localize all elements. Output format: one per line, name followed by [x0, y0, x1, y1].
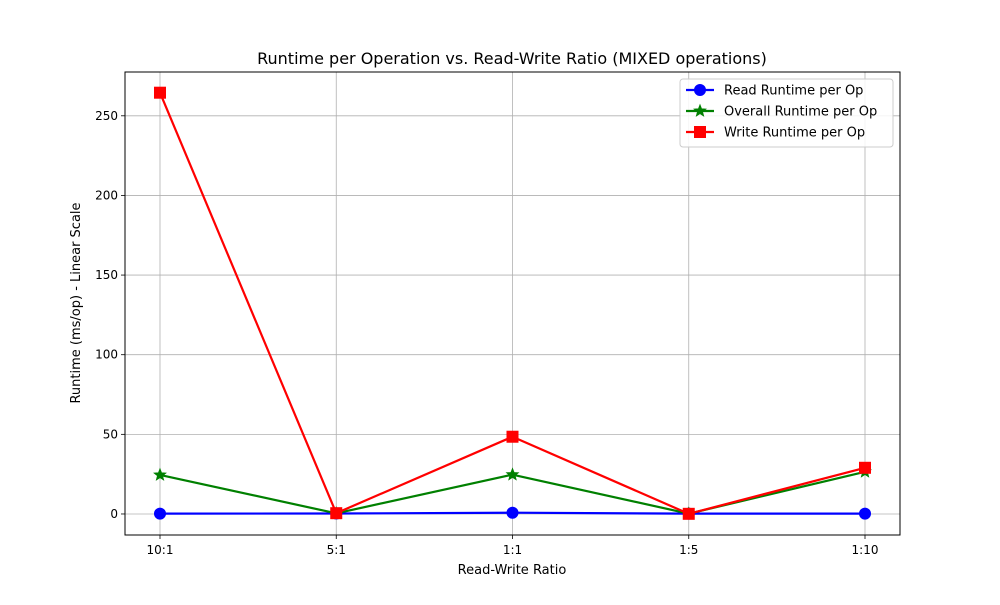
data-point-marker [330, 507, 343, 520]
axis-ticks: 10:1 5:1 1:1 1:5 1:10 0 50 100 150 200 250 [95, 109, 878, 557]
y-tick-label: 100 [95, 348, 118, 362]
legend: Read Runtime per Op Overall Runtime per O… [679, 78, 894, 148]
legend-label: Read Runtime per Op [724, 84, 863, 99]
legend-item: Overall Runtime per Op [686, 103, 877, 120]
y-tick-label: 150 [95, 268, 118, 282]
y-axis-label: Runtime (ms/op) - Linear Scale [69, 202, 84, 403]
data-point-marker [506, 430, 519, 443]
legend-label: Overall Runtime per Op [724, 105, 877, 120]
series-write-runtime-per-op [154, 86, 871, 520]
chart-title: Runtime per Operation vs. Read-Write Rat… [257, 49, 767, 68]
data-point-marker [505, 467, 520, 481]
data-point-marker [682, 507, 695, 520]
legend-label: Write Runtime per Op [724, 126, 865, 141]
legend-marker [694, 126, 706, 138]
data-point-marker [506, 506, 519, 519]
legend-marker [693, 103, 707, 117]
legend-box [679, 78, 894, 148]
x-axis-label: Read-Write Ratio [458, 563, 567, 578]
series-read-runtime-per-op [154, 506, 871, 520]
y-tick-label: 250 [95, 109, 118, 123]
data-point-marker [154, 507, 166, 520]
legend-item: Read Runtime per Op [686, 84, 863, 99]
data-point-marker [859, 461, 871, 474]
data-point-marker [153, 467, 167, 481]
x-tick-label: 1:1 [503, 543, 522, 557]
data-point-marker [154, 86, 166, 99]
data-series [153, 86, 872, 520]
legend-marker [694, 84, 706, 96]
y-tick-label: 200 [95, 188, 118, 202]
x-tick-label: 1:5 [679, 543, 698, 557]
x-tick-label: 10:1 [147, 543, 174, 557]
x-tick-label: 1:10 [852, 543, 879, 557]
y-tick-label: 0 [110, 507, 118, 521]
data-point-marker [859, 507, 871, 520]
legend-item: Write Runtime per Op [686, 126, 865, 141]
x-tick-label: 5:1 [327, 543, 346, 557]
y-tick-label: 50 [103, 427, 118, 441]
